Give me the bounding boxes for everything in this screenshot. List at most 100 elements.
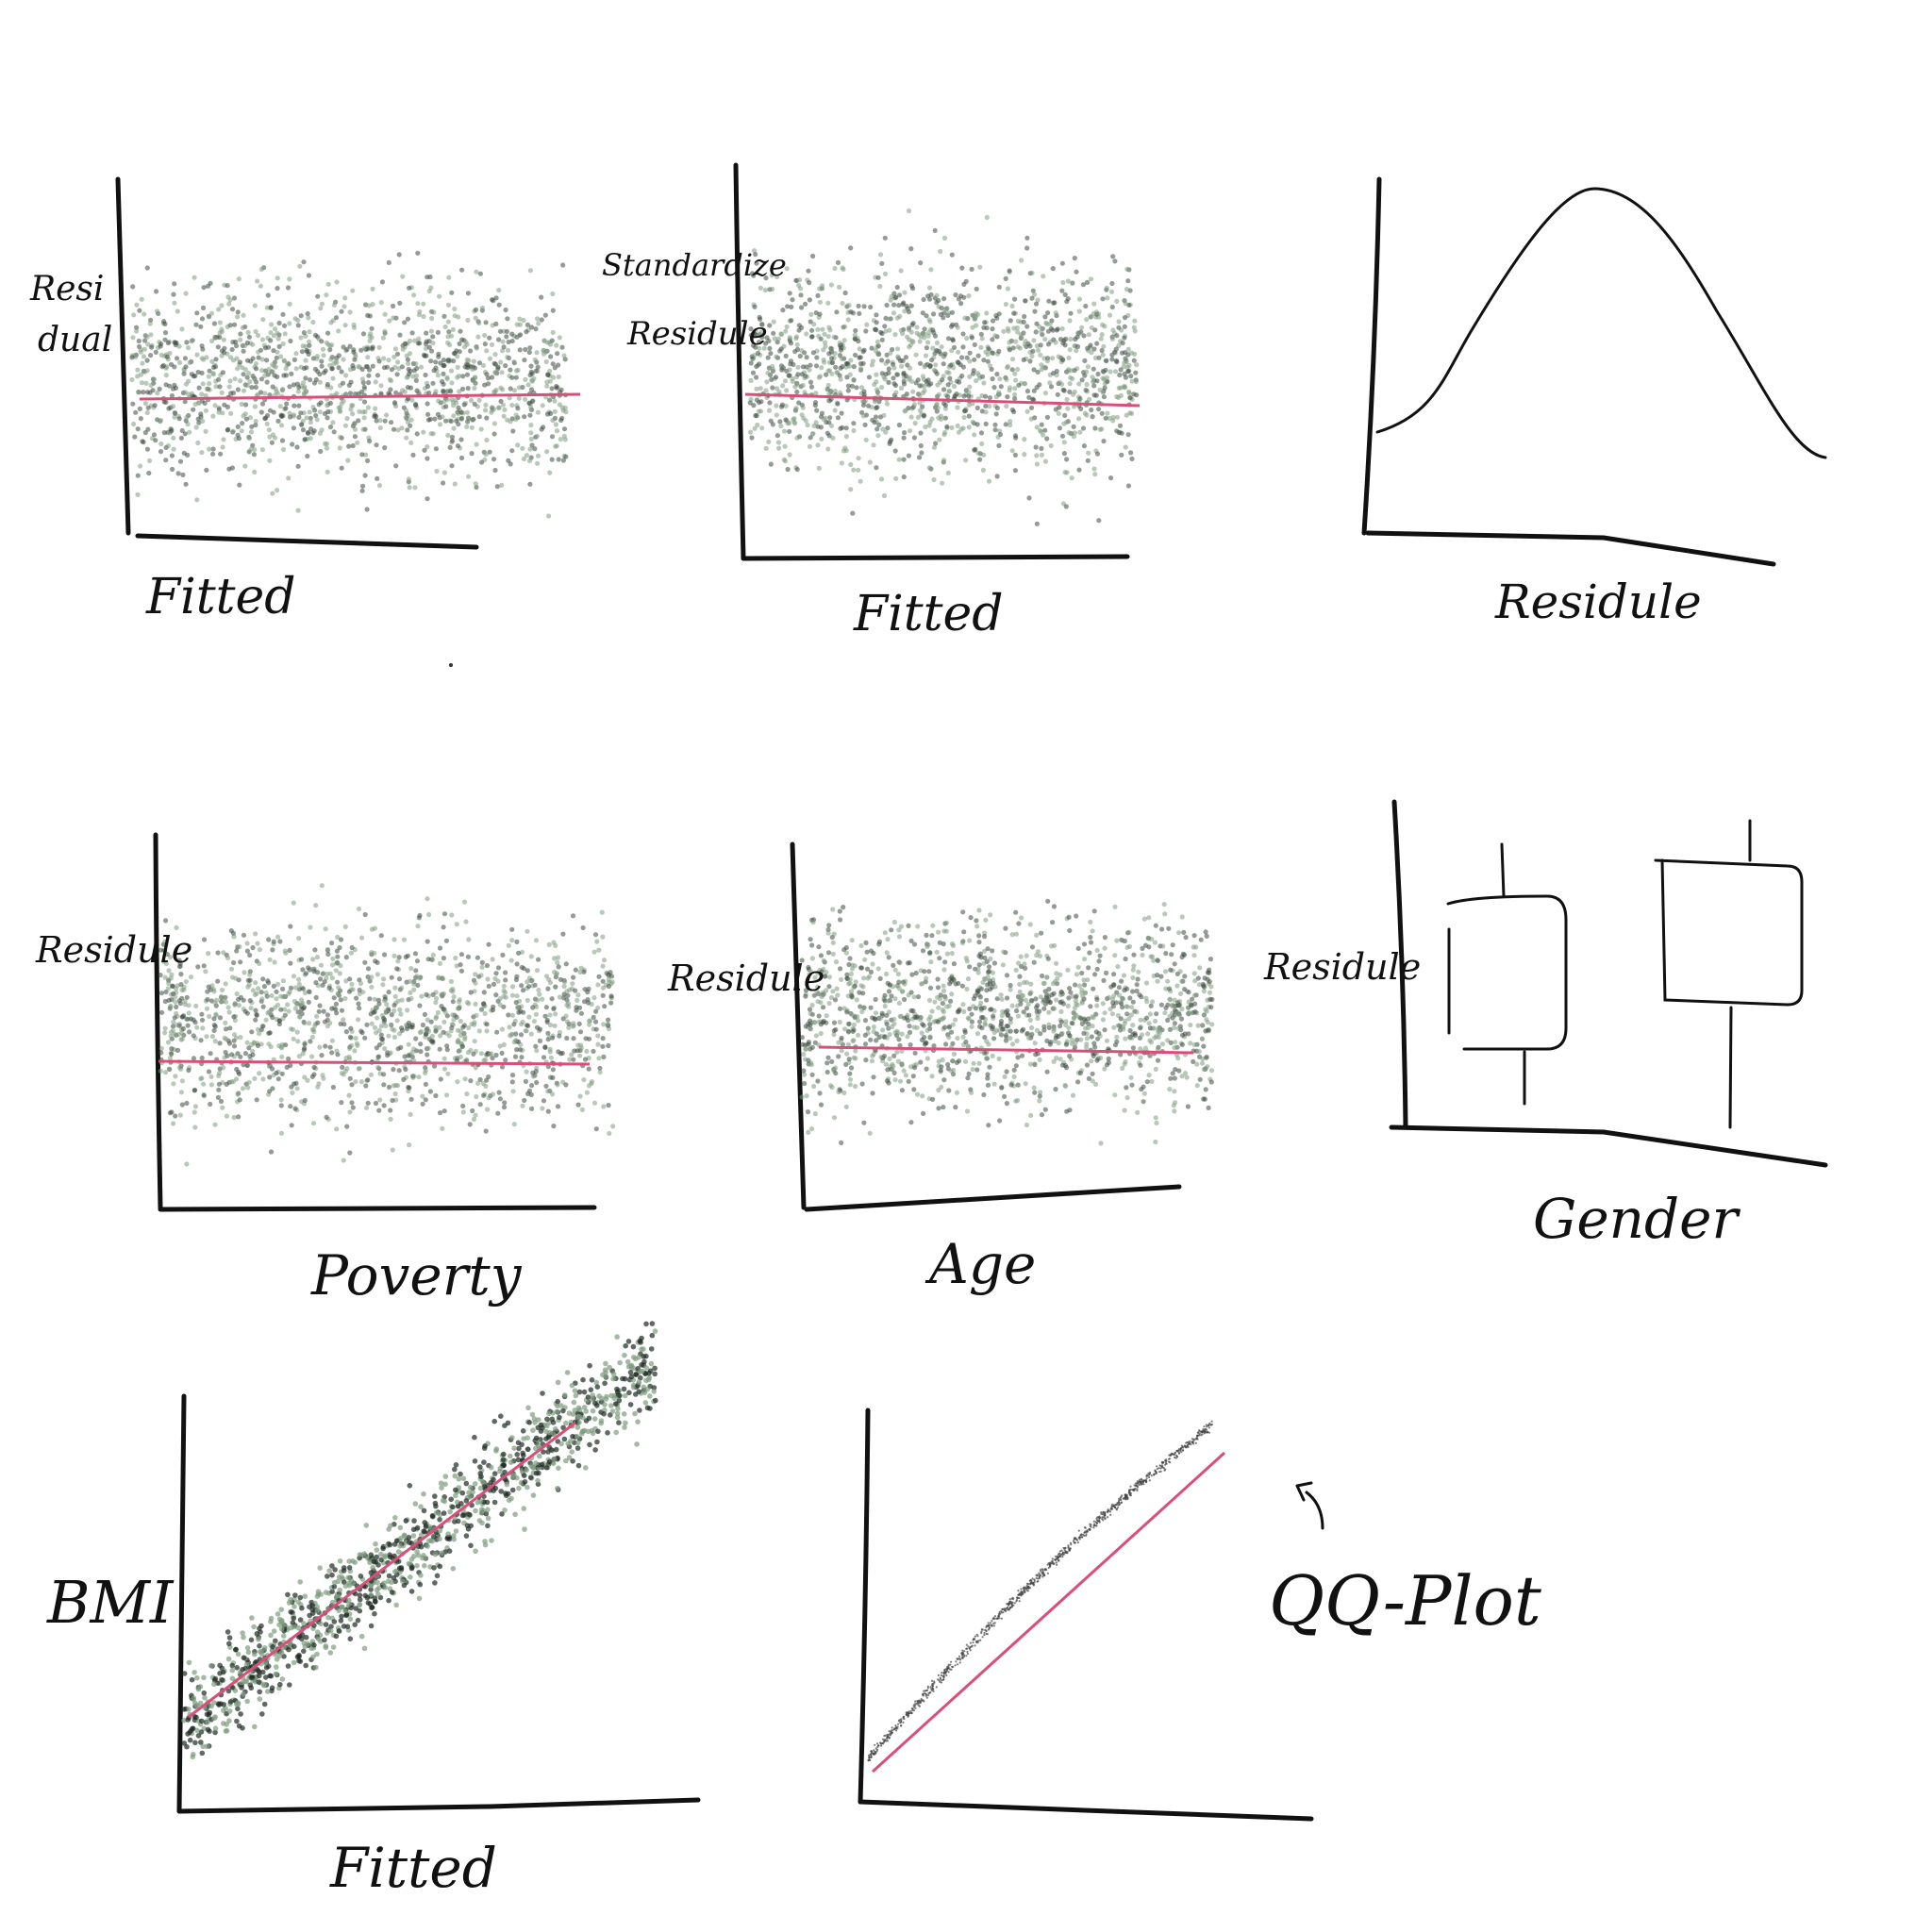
point: [1170, 1071, 1175, 1076]
point: [394, 351, 401, 357]
point: [1126, 1016, 1132, 1022]
point: [1039, 367, 1044, 373]
point: [321, 353, 326, 358]
point: [227, 323, 233, 328]
point: [1099, 347, 1105, 354]
point: [941, 983, 946, 989]
point: [1116, 342, 1122, 348]
point: [1041, 274, 1046, 279]
point: [391, 426, 397, 432]
point: [1061, 338, 1067, 343]
point: [238, 378, 243, 384]
point: [239, 428, 244, 434]
point: [155, 391, 160, 396]
point: [1064, 457, 1070, 462]
point: [218, 451, 224, 457]
point: [339, 1071, 344, 1076]
point: [967, 964, 973, 970]
point: [1024, 389, 1030, 394]
point: [339, 401, 344, 407]
point: [525, 1091, 531, 1096]
point: [411, 1074, 417, 1079]
point: [787, 291, 792, 296]
point: [317, 409, 323, 415]
point: [935, 976, 941, 982]
point: [955, 1009, 961, 1015]
point: [1184, 1074, 1190, 1080]
point: [887, 1056, 892, 1061]
point: [337, 971, 342, 976]
point: [411, 1046, 417, 1052]
point: [1195, 975, 1201, 981]
point: [1122, 335, 1127, 341]
point: [327, 425, 334, 430]
point: [1017, 974, 1023, 979]
point: [577, 969, 583, 975]
point: [394, 966, 400, 972]
point: [1039, 328, 1044, 334]
point: [500, 402, 507, 408]
point: [1138, 1055, 1143, 1060]
point: [414, 431, 420, 437]
point: [905, 334, 910, 340]
point: [1091, 383, 1097, 389]
point: [255, 278, 260, 284]
point: [370, 286, 375, 291]
point: [452, 306, 458, 312]
point: [226, 384, 232, 390]
point: [439, 992, 444, 998]
point: [378, 1024, 384, 1029]
point: [420, 1093, 425, 1099]
point: [549, 434, 556, 440]
point: [241, 388, 247, 393]
point: [1088, 940, 1094, 945]
point: [283, 366, 289, 372]
point: [451, 358, 457, 364]
point: [176, 416, 182, 422]
point: [934, 371, 940, 376]
point: [464, 424, 470, 429]
point: [860, 413, 867, 419]
point: [606, 1103, 611, 1108]
point: [377, 1097, 383, 1103]
point: [753, 252, 758, 258]
point: [406, 371, 412, 376]
point: [327, 1044, 333, 1050]
point: [376, 1042, 382, 1048]
point: [943, 920, 950, 925]
point: [178, 972, 184, 977]
point: [1131, 325, 1137, 330]
point: [554, 385, 559, 391]
point: [931, 476, 937, 483]
point: [329, 941, 335, 946]
point: [162, 337, 168, 342]
point: [493, 971, 499, 976]
point: [157, 386, 162, 391]
point: [835, 992, 841, 998]
point: [275, 1076, 281, 1082]
point: [476, 414, 482, 420]
point: [263, 1017, 269, 1023]
point: [255, 1042, 261, 1048]
point: [334, 1126, 340, 1132]
point: [430, 334, 436, 340]
point: [948, 362, 954, 368]
point: [485, 976, 491, 982]
point: [509, 1012, 516, 1018]
point: [187, 1029, 192, 1035]
point: [353, 391, 358, 397]
point: [161, 430, 167, 436]
point: [1091, 1041, 1097, 1046]
point: [533, 326, 539, 332]
point: [946, 1088, 952, 1093]
point: [355, 1042, 360, 1048]
point: [398, 1044, 404, 1050]
point: [899, 363, 905, 369]
point: [1065, 1003, 1071, 1008]
point: [281, 358, 287, 364]
point: [249, 1029, 255, 1035]
point: [774, 412, 779, 418]
point: [135, 367, 141, 373]
point: [521, 318, 526, 324]
point: [491, 389, 497, 395]
